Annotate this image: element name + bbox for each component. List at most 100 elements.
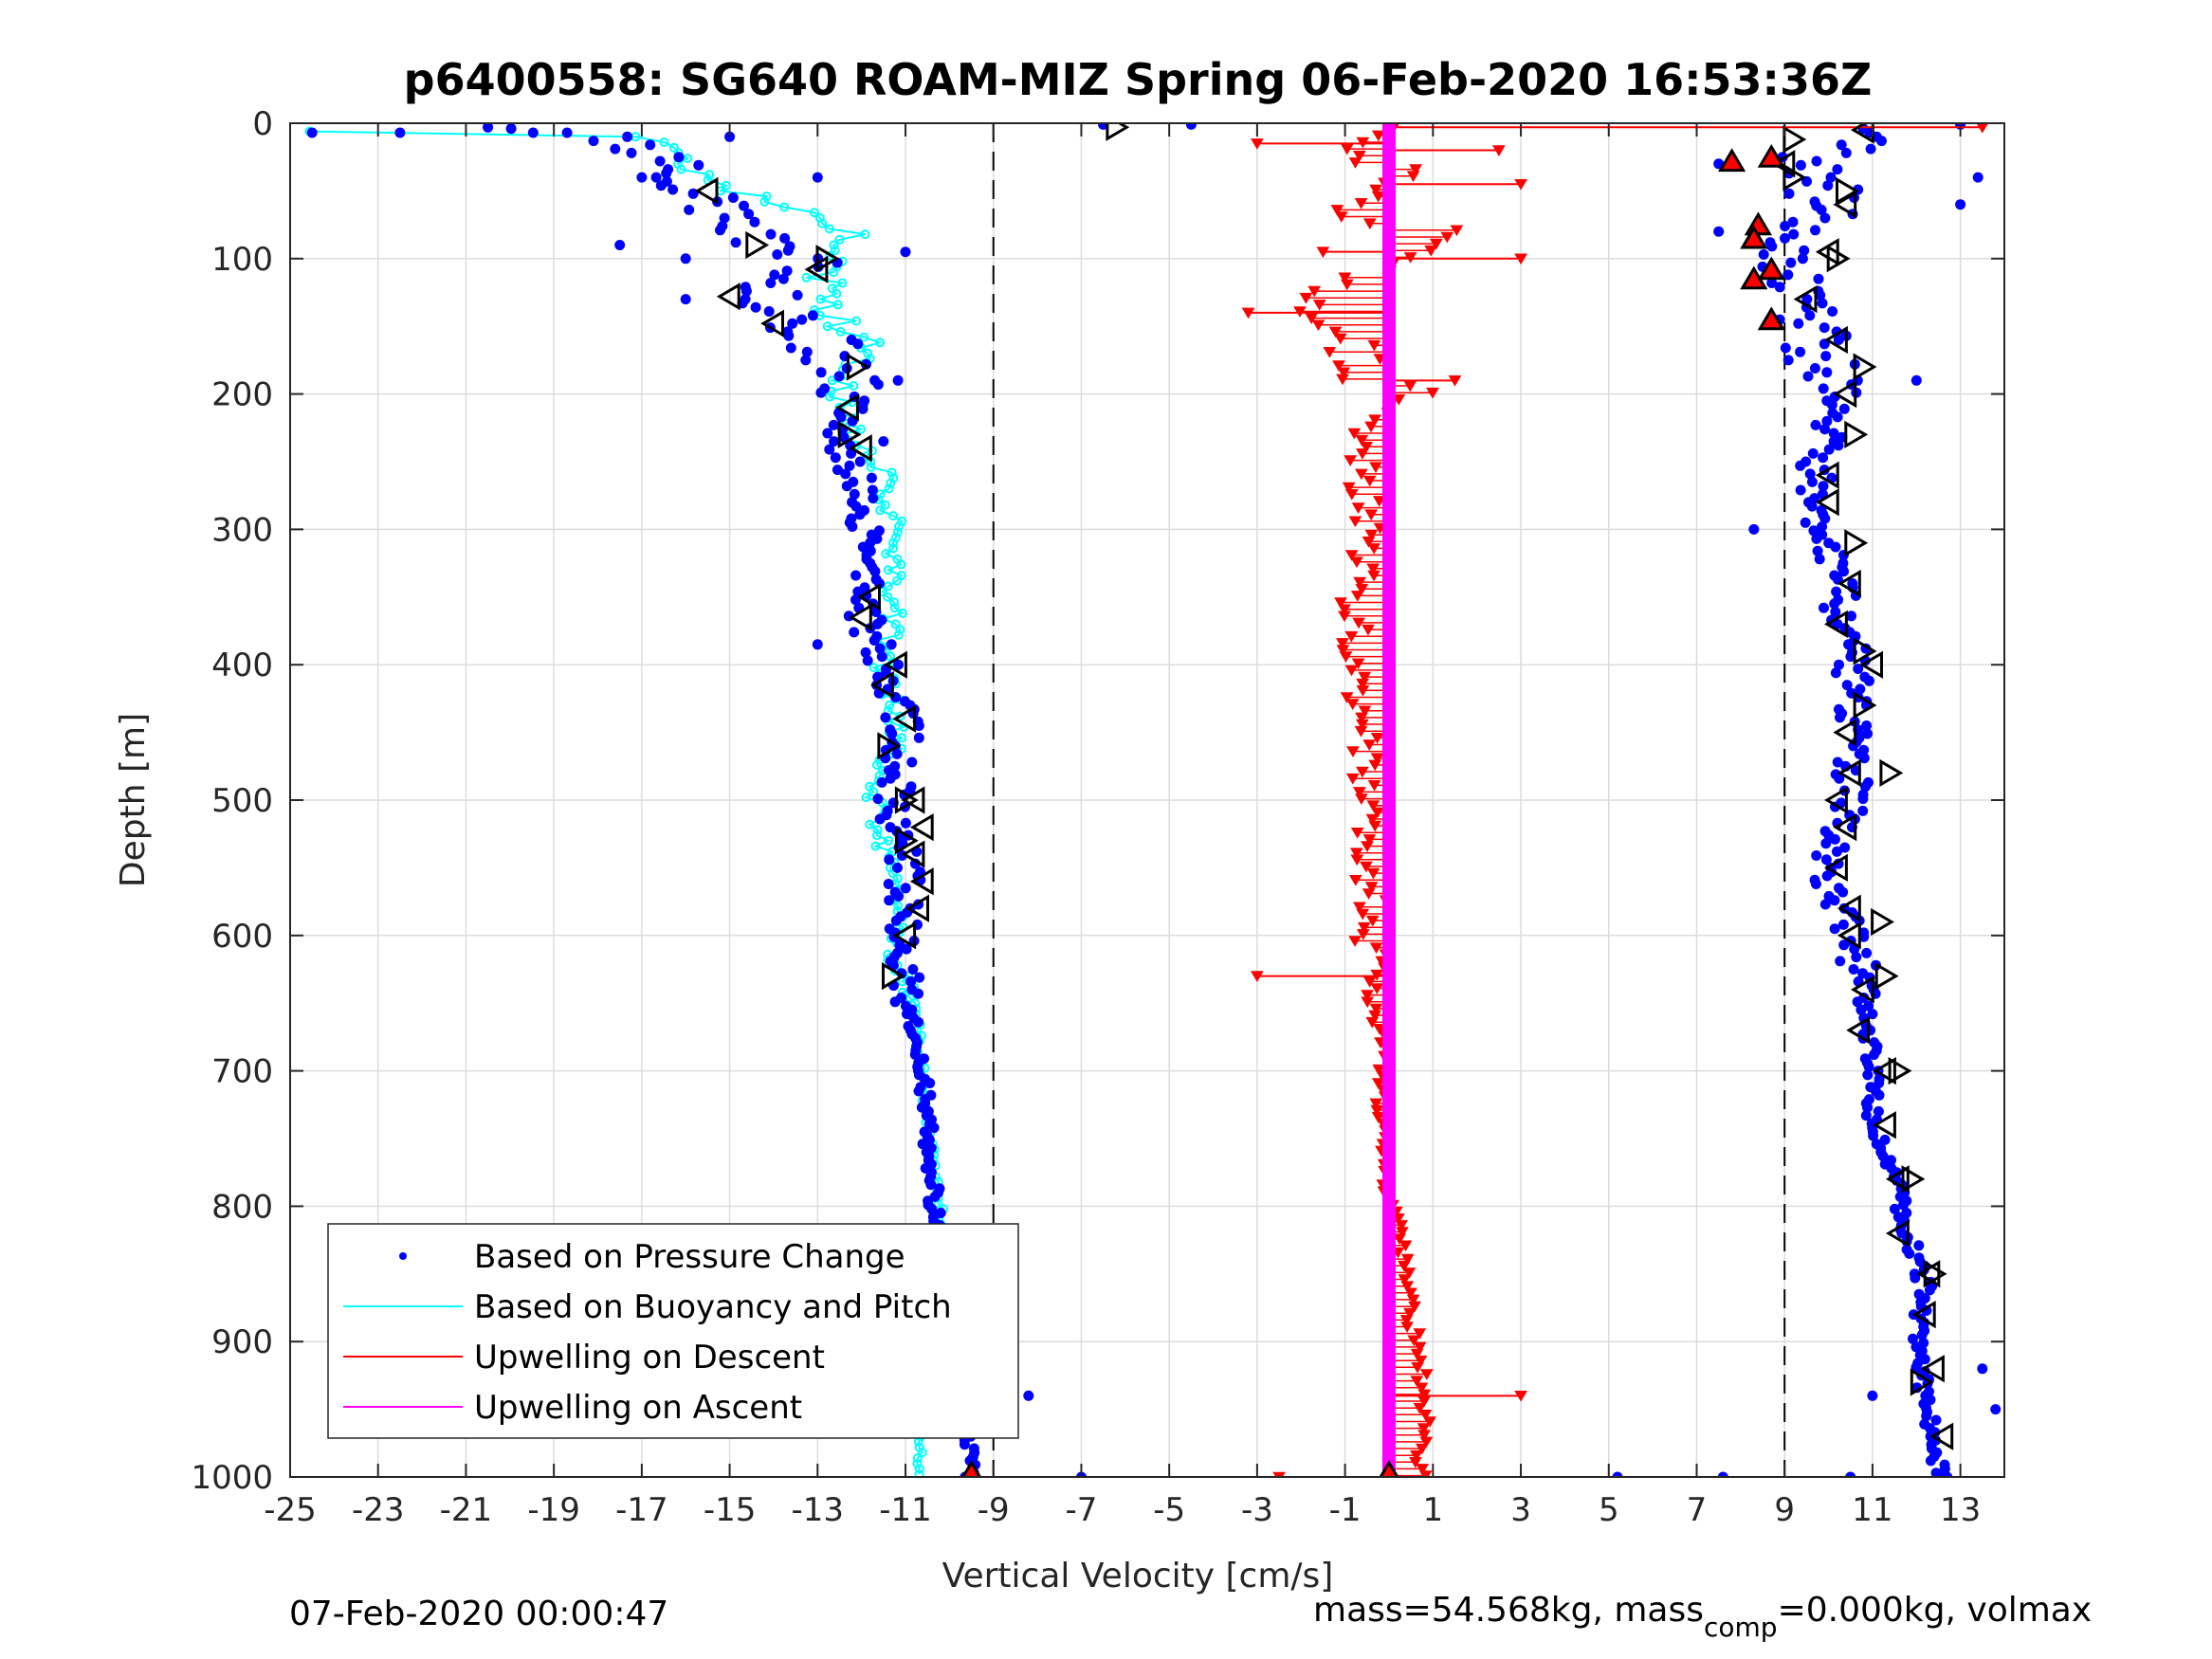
x-tick-label: -17	[615, 1491, 668, 1529]
ascent-point	[1383, 324, 1394, 335]
pressure-point	[1780, 342, 1791, 354]
pressure-point	[1862, 1069, 1874, 1081]
pressure-point	[1857, 793, 1869, 805]
ascent-point	[1383, 248, 1394, 259]
pressure-point	[1818, 481, 1829, 492]
descent-marker	[1423, 1416, 1436, 1428]
pressure-point	[1843, 639, 1854, 650]
pressure-point	[844, 460, 855, 471]
pressure-point	[394, 127, 406, 138]
ascent-point	[1383, 1006, 1394, 1016]
descent-marker	[1410, 1376, 1424, 1387]
ascent-point	[1383, 1407, 1394, 1417]
ascent-point	[1383, 1201, 1394, 1212]
pressure-point	[925, 1179, 937, 1191]
chart-title: p6400558: SG640 ROAM-MIZ Spring 06-Feb-2…	[404, 54, 1873, 105]
descent-marker	[1414, 1355, 1428, 1367]
pressure-point	[684, 204, 695, 215]
open-triangle-left	[1873, 1056, 1896, 1085]
descent-marker	[1354, 198, 1368, 210]
buoyancy-point	[859, 332, 869, 342]
open-triangle-left	[716, 283, 740, 311]
ascent-point	[1383, 129, 1394, 139]
pressure-point	[645, 139, 656, 151]
pressure-point	[1857, 805, 1869, 816]
open-triangle-left	[1837, 894, 1861, 922]
open-triangle-left	[870, 670, 894, 700]
ascent-point	[1383, 768, 1394, 778]
pressure-point	[869, 374, 881, 386]
pressure-point	[1800, 517, 1811, 528]
descent-marker	[1350, 854, 1364, 866]
pressure-point	[1819, 424, 1831, 435]
buoyancy-point	[894, 521, 904, 532]
descent-marker	[1355, 583, 1369, 595]
ascent-point	[1383, 1245, 1394, 1255]
descent-marker	[1398, 1240, 1413, 1252]
x-tick-label: -5	[1153, 1491, 1185, 1529]
descent-marker	[1413, 1341, 1427, 1354]
buoyancy-point	[868, 787, 879, 797]
red-triangle	[1757, 256, 1785, 281]
descent-marker	[1311, 319, 1325, 332]
pressure-point	[1795, 484, 1806, 496]
ascent-point	[1383, 1223, 1394, 1233]
y-tick-label: 700	[211, 1053, 273, 1091]
pressure-point	[866, 472, 877, 483]
ascent-point	[1383, 584, 1394, 594]
pressure-point	[1833, 440, 1844, 451]
pressure-point	[1831, 586, 1842, 597]
open-triangle-left	[909, 867, 934, 896]
ascent-point	[1383, 161, 1394, 172]
pressure-point	[1811, 155, 1822, 167]
descent-marker	[1367, 570, 1380, 582]
descent-marker	[1440, 231, 1454, 244]
descent-marker	[1372, 1064, 1386, 1076]
footer-mass-suffix: =0.000kg, volmax	[1778, 1591, 2093, 1630]
pressure-point	[614, 240, 626, 250]
ascent-point	[1383, 1147, 1394, 1158]
descent-marker	[1364, 421, 1378, 433]
ascent-point	[1383, 594, 1394, 605]
buoyancy-point	[825, 392, 835, 402]
open-triangle-left	[1824, 853, 1848, 883]
pressure-point	[828, 419, 839, 430]
descent-marker	[1417, 1389, 1432, 1401]
descent-marker	[1299, 292, 1313, 304]
pressure-point	[1808, 525, 1819, 537]
footer-mass-subscript: comp	[1704, 1612, 1778, 1643]
pressure-point	[1833, 335, 1844, 345]
buoyancy-point	[917, 1448, 927, 1458]
descent-marker	[1416, 1464, 1430, 1475]
descent-marker	[1370, 1104, 1384, 1117]
pressure-point	[1835, 956, 1846, 967]
buoyancy-point	[835, 326, 846, 337]
pressure-point	[1813, 273, 1824, 284]
ascent-point	[1383, 1071, 1394, 1082]
pressure-point	[1867, 1009, 1878, 1020]
pressure-point	[852, 586, 864, 597]
descent-marker	[1366, 800, 1380, 812]
y-tick-label: 1000	[191, 1459, 273, 1497]
pressure-point	[1748, 523, 1760, 535]
descent-marker	[1417, 1430, 1431, 1442]
descent-marker	[1251, 971, 1264, 982]
x-tick-label: -19	[527, 1491, 580, 1529]
open-triangle-left	[848, 434, 872, 463]
pressure-point	[626, 147, 637, 158]
descent-marker	[1336, 638, 1349, 649]
pressure-point	[868, 635, 880, 646]
ascent-point	[1383, 291, 1394, 301]
descent-marker	[1340, 692, 1354, 703]
buoyancy-point	[888, 511, 899, 521]
ascent-point	[1383, 1115, 1394, 1124]
open-triangle-right	[1826, 245, 1851, 273]
descent-marker	[1350, 591, 1364, 602]
ascent-point	[1383, 1321, 1394, 1331]
ascent-point	[1383, 1169, 1394, 1179]
descent-marker	[1398, 1274, 1412, 1285]
pressure-point	[1858, 931, 1870, 942]
pressure-point	[1913, 1240, 1925, 1251]
pressure-point	[876, 776, 887, 788]
pressure-point	[769, 269, 780, 281]
